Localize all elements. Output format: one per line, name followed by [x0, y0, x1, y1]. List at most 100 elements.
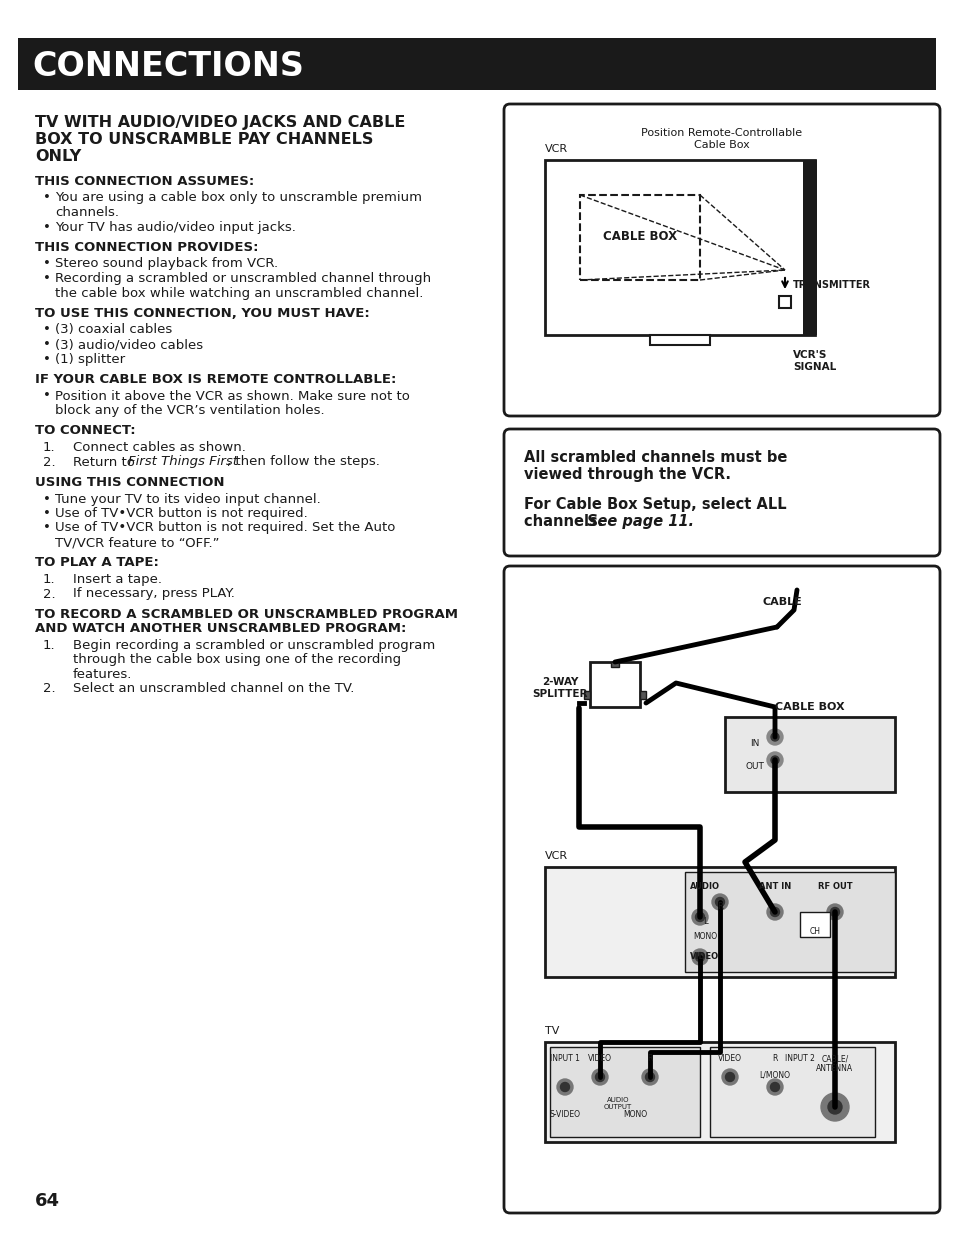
Text: TRANSMITTER: TRANSMITTER [792, 280, 870, 290]
Text: •: • [43, 352, 51, 366]
Bar [544, 161, 814, 335]
Bar [579, 195, 700, 280]
Text: ONLY: ONLY [35, 149, 81, 164]
Text: Your TV has audio/video input jacks.: Your TV has audio/video input jacks. [55, 221, 295, 233]
Text: (1) splitter: (1) splitter [55, 352, 125, 366]
Text: You are using a cable box only to unscramble premium: You are using a cable box only to unscra… [55, 191, 421, 205]
Text: CABLE: CABLE [761, 597, 801, 606]
Circle shape [715, 898, 723, 906]
Text: R: R [647, 1053, 652, 1063]
Bar [800, 911, 829, 937]
Text: 2.: 2. [43, 588, 55, 600]
Text: MONO: MONO [622, 1110, 646, 1119]
Text: Position Remote-Controllable: Position Remote-Controllable [640, 128, 801, 138]
Bar [550, 1047, 700, 1137]
Text: Return to: Return to [73, 456, 139, 468]
Text: TO USE THIS CONNECTION, YOU MUST HAVE:: TO USE THIS CONNECTION, YOU MUST HAVE: [35, 308, 370, 320]
Bar [610, 662, 618, 667]
Circle shape [691, 909, 707, 925]
Circle shape [770, 734, 779, 741]
Text: TV WITH AUDIO/VIDEO JACKS AND CABLE: TV WITH AUDIO/VIDEO JACKS AND CABLE [35, 115, 405, 130]
Text: Insert a tape.: Insert a tape. [73, 573, 162, 585]
Text: AUDIO: AUDIO [689, 882, 720, 890]
Circle shape [592, 1070, 607, 1086]
Text: block any of the VCR’s ventilation holes.: block any of the VCR’s ventilation holes… [55, 404, 324, 417]
Text: BOX TO UNSCRAMBLE PAY CHANNELS: BOX TO UNSCRAMBLE PAY CHANNELS [35, 132, 373, 147]
Text: OUT: OUT [745, 762, 763, 771]
Text: Connect cables as shown.: Connect cables as shown. [73, 441, 246, 454]
Text: Use of TV•VCR button is not required.: Use of TV•VCR button is not required. [55, 508, 308, 520]
Text: INPUT 1: INPUT 1 [550, 1053, 579, 1063]
Text: THIS CONNECTION PROVIDES:: THIS CONNECTION PROVIDES: [35, 241, 258, 254]
Text: CH: CH [809, 927, 820, 936]
Text: All scrambled channels must be
viewed through the VCR.: All scrambled channels must be viewed th… [523, 450, 786, 483]
Text: S-VIDEO: S-VIDEO [549, 1110, 579, 1119]
Bar [802, 161, 816, 335]
Text: 1.: 1. [43, 638, 55, 652]
Text: •: • [43, 521, 51, 535]
Circle shape [766, 729, 782, 745]
Text: CONNECTIONS: CONNECTIONS [32, 49, 304, 83]
FancyBboxPatch shape [503, 566, 939, 1213]
Text: Select an unscrambled channel on the TV.: Select an unscrambled channel on the TV. [73, 683, 354, 695]
Circle shape [766, 1079, 782, 1095]
Text: the cable box while watching an unscrambled channel.: the cable box while watching an unscramb… [55, 287, 423, 300]
Text: 1.: 1. [43, 441, 55, 454]
Circle shape [595, 1072, 604, 1082]
Circle shape [695, 952, 703, 962]
Text: •: • [43, 324, 51, 336]
Text: VCR: VCR [544, 144, 568, 154]
Text: For Cable Box Setup, select ALL
channels.: For Cable Box Setup, select ALL channels… [523, 496, 786, 530]
Text: AND WATCH ANOTHER UNSCRAMBLED PROGRAM:: AND WATCH ANOTHER UNSCRAMBLED PROGRAM: [35, 622, 406, 636]
Text: •: • [43, 389, 51, 403]
Text: THIS CONNECTION ASSUMES:: THIS CONNECTION ASSUMES: [35, 175, 254, 188]
Text: TO PLAY A TAPE:: TO PLAY A TAPE: [35, 557, 159, 569]
Text: Recording a scrambled or unscrambled channel through: Recording a scrambled or unscrambled cha… [55, 272, 431, 285]
Text: 1.: 1. [43, 573, 55, 585]
Text: •: • [43, 272, 51, 285]
Circle shape [830, 908, 839, 916]
Text: 2-WAY
SPLITTER: 2-WAY SPLITTER [532, 677, 587, 699]
Bar [724, 718, 894, 792]
Bar [583, 692, 589, 699]
Circle shape [766, 904, 782, 920]
Text: VCR: VCR [544, 851, 568, 861]
Bar [18, 38, 935, 90]
Text: •: • [43, 258, 51, 270]
FancyBboxPatch shape [503, 104, 939, 416]
Text: •: • [43, 221, 51, 233]
Text: See page 11.: See page 11. [586, 514, 693, 529]
Text: VCR'S
SIGNAL: VCR'S SIGNAL [792, 350, 836, 372]
Circle shape [770, 1083, 779, 1092]
Text: Begin recording a scrambled or unscrambled program: Begin recording a scrambled or unscrambl… [73, 638, 435, 652]
Text: 2.: 2. [43, 456, 55, 468]
Text: 2.: 2. [43, 683, 55, 695]
Circle shape [560, 1083, 569, 1092]
Text: TO CONNECT:: TO CONNECT: [35, 425, 135, 437]
Text: Use of TV•VCR button is not required. Set the Auto: Use of TV•VCR button is not required. Se… [55, 521, 395, 535]
Circle shape [724, 1072, 734, 1082]
Bar [709, 1047, 874, 1137]
Text: CABLE BOX: CABLE BOX [602, 231, 677, 243]
Circle shape [770, 756, 779, 764]
Text: TV: TV [544, 1026, 558, 1036]
Circle shape [821, 1093, 848, 1121]
Text: , then follow the steps.: , then follow the steps. [227, 456, 379, 468]
Bar [649, 335, 709, 345]
Circle shape [641, 1070, 658, 1086]
Bar [589, 662, 639, 706]
Text: features.: features. [73, 668, 132, 680]
Text: R: R [717, 902, 722, 911]
Text: IN: IN [749, 739, 759, 748]
Text: CABLE/
ANTENNA: CABLE/ ANTENNA [816, 1053, 853, 1073]
Text: 64: 64 [35, 1192, 60, 1210]
Circle shape [827, 1100, 841, 1114]
Text: L: L [702, 918, 706, 926]
Circle shape [691, 948, 707, 965]
Circle shape [711, 894, 727, 910]
Text: Position it above the VCR as shown. Make sure not to: Position it above the VCR as shown. Make… [55, 389, 410, 403]
Bar [779, 296, 790, 308]
Text: Stereo sound playback from VCR.: Stereo sound playback from VCR. [55, 258, 278, 270]
Text: CABLE BOX: CABLE BOX [775, 701, 844, 713]
Text: through the cable box using one of the recording: through the cable box using one of the r… [73, 653, 400, 667]
